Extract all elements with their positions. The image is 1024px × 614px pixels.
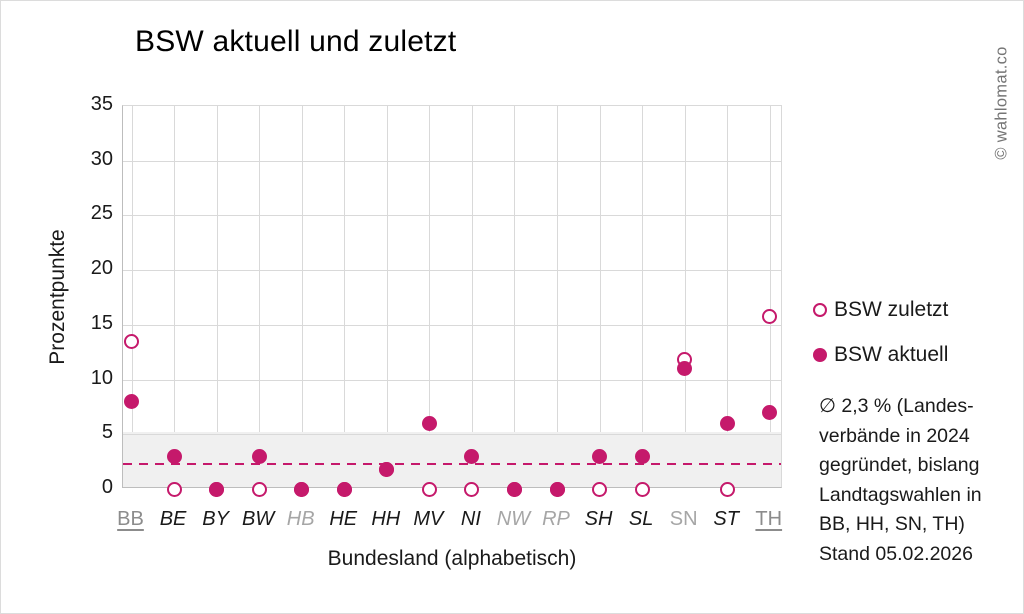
x-tick-HE: HE — [329, 508, 358, 530]
point-NW-aktuell — [506, 481, 522, 497]
y-tick-35: 35 — [90, 93, 113, 115]
gridline-vertical — [344, 106, 346, 487]
point-BB-zuletzt — [124, 333, 139, 349]
gridline-vertical — [471, 106, 473, 487]
filled-circle-icon — [813, 348, 827, 362]
gridline-horizontal — [123, 270, 781, 272]
gridline-vertical — [386, 106, 388, 487]
gridline-vertical — [301, 106, 303, 487]
y-tick-15: 15 — [90, 311, 113, 334]
gridline-vertical — [514, 106, 516, 487]
gridline-vertical — [642, 106, 644, 487]
y-axis-title: Prozentpunkte — [46, 229, 69, 365]
y-tick-20: 20 — [90, 257, 113, 280]
point-RP-aktuell — [549, 481, 565, 497]
point-NI-aktuell — [464, 448, 480, 464]
x-tick-BE: BE — [159, 508, 187, 530]
gridline-vertical — [599, 106, 601, 487]
point-TH-zuletzt — [762, 308, 778, 324]
x-tick-BB: BB — [117, 508, 144, 530]
legend-label: BSW zuletzt — [834, 298, 949, 321]
plot-area — [122, 105, 782, 497]
x-tick-SH: SH — [584, 508, 613, 530]
watermark: © wahlomat.co — [992, 46, 1011, 160]
point-BY-aktuell — [209, 481, 225, 497]
gridline-vertical — [216, 106, 218, 487]
legend: BSW zuletzt BSW aktuell — [813, 298, 948, 388]
y-tick-5: 5 — [101, 421, 113, 444]
y-tick-0: 0 — [101, 476, 113, 498]
point-ST-aktuell — [719, 415, 735, 431]
point-HH-aktuell — [379, 461, 395, 477]
gridline-vertical — [684, 106, 686, 487]
point-BE-zuletzt — [166, 481, 182, 497]
point-TH-aktuell — [762, 404, 778, 420]
x-tick-ST: ST — [713, 508, 739, 530]
x-tick-BW: BW — [242, 508, 275, 530]
annotation-line: gegründet, bislang — [819, 454, 980, 477]
x-tick-TH: TH — [755, 508, 783, 530]
gridline-vertical — [259, 106, 261, 487]
point-MV-zuletzt — [421, 481, 437, 497]
point-NI-zuletzt — [464, 481, 480, 497]
point-ST-zuletzt — [719, 481, 735, 497]
point-BE-aktuell — [166, 448, 182, 464]
gridline-vertical — [557, 106, 558, 487]
annotation: ∅ 2,3 % (Landes- verbände in 2024 gegrün… — [819, 392, 1021, 570]
y-tick-30: 30 — [90, 147, 113, 170]
point-SH-zuletzt — [592, 481, 608, 497]
gridline-vertical — [429, 106, 431, 487]
legend-item-aktuell: BSW aktuell — [813, 343, 948, 367]
open-circle-icon — [813, 303, 827, 317]
x-tick-MV: MV — [413, 508, 444, 530]
gridline-vertical — [727, 106, 729, 487]
point-HE-aktuell — [336, 481, 352, 497]
gridline-horizontal — [123, 160, 781, 162]
gridline-horizontal — [123, 434, 781, 436]
point-SL-zuletzt — [634, 481, 650, 497]
legend-item-zuletzt: BSW zuletzt — [813, 298, 948, 322]
annotation-line: ∅ 2,3 % (Landes- — [819, 395, 974, 417]
y-tick-10: 10 — [90, 366, 113, 389]
average-dashed-line — [123, 462, 781, 466]
annotation-line: BB, HH, SN, TH) — [819, 513, 965, 536]
point-SN-aktuell — [677, 361, 693, 377]
legend-label: BSW aktuell — [834, 343, 949, 366]
chart-title: BSW aktuell und zuletzt — [135, 25, 457, 58]
x-tick-BY: BY — [202, 508, 229, 530]
point-MV-aktuell — [421, 415, 437, 431]
gridline-vertical — [131, 106, 133, 487]
y-tick-25: 25 — [90, 202, 113, 225]
x-axis-title: Bundesland (alphabetisch) — [327, 547, 577, 570]
gridline-vertical — [174, 106, 176, 487]
point-BW-aktuell — [251, 448, 267, 464]
annotation-line: verbände in 2024 — [819, 424, 970, 447]
point-SH-aktuell — [592, 448, 608, 464]
x-tick-RP: RP — [542, 508, 570, 530]
gridline-horizontal — [123, 379, 781, 381]
x-tick-HB: HB — [286, 508, 315, 530]
gridline-horizontal — [123, 215, 781, 217]
gridline-vertical — [769, 106, 771, 487]
x-tick-SL: SL — [628, 508, 654, 530]
x-tick-HH: HH — [371, 508, 401, 530]
x-tick-NW: NW — [496, 508, 531, 530]
annotation-line: Stand 05.02.2026 — [819, 542, 973, 565]
x-tick-NI: NI — [460, 508, 481, 530]
point-BW-zuletzt — [251, 481, 267, 497]
annotation-line: Landtagswahlen in — [819, 483, 982, 506]
point-SL-aktuell — [634, 448, 650, 464]
x-tick-SN: SN — [669, 508, 698, 530]
shaded-band — [123, 432, 781, 487]
point-BB-aktuell — [124, 393, 139, 409]
point-HB-aktuell — [294, 481, 310, 497]
gridline-horizontal — [123, 324, 781, 326]
